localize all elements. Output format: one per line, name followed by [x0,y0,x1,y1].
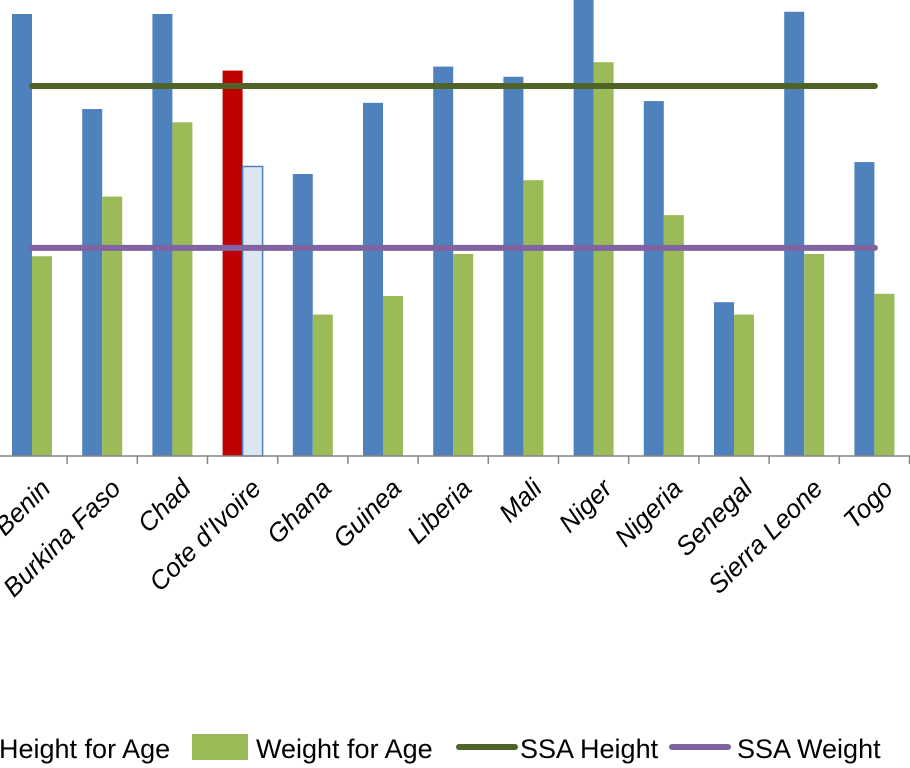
bar-height-for-age-cote-d-ivoire [222,70,243,457]
bar-weight-for-age-togo [874,293,895,456]
bar-height-for-age-liberia [433,66,454,457]
legend-label-ssa-weight: SSA Weight [737,734,881,764]
bar-weight-for-age-liberia [453,254,474,456]
legend-label-weight-for-age: Weight for Age [256,734,433,764]
bar-height-for-age-guinea [363,102,383,456]
bar-height-for-age-mali [503,76,524,456]
x-tick-label-mali: Mali [493,472,549,528]
legend-label-height-for-age: Height for Age [0,734,170,764]
bars-layer [12,0,895,457]
bar-weight-for-age-sierra-leone [804,254,825,456]
x-tick-label-ghana: Ghana [261,473,337,549]
bar-height-for-age-chad [152,14,173,456]
bar-weight-for-age-benin [32,256,52,456]
bar-weight-for-age-chad [172,122,193,456]
legend-label-ssa-height: SSA Height [520,734,659,764]
bar-weight-for-age-cote-d-ivoire [241,165,264,457]
bar-weight-for-age-mali [523,180,544,456]
legend: Height for Age Weight for Age SSA Height… [0,734,881,764]
x-tick-label-chad: Chad [131,472,197,538]
bar-height-for-age-ghana [292,174,313,456]
x-tick-label-togo: Togo [837,473,898,534]
legend-swatch-weight-for-age [192,734,248,760]
bar-weight-for-age-senegal [734,314,754,456]
bar-height-for-age-nigeria [643,101,664,456]
bar-weight-for-age-ghana [312,314,333,456]
x-ticks [66,456,910,464]
x-tick-label-niger: Niger [553,472,619,538]
bar-weight-for-age-niger [593,62,614,456]
reference-lines-layer [29,83,878,251]
bar-height-for-age-benin [12,14,32,456]
bar-weight-for-age-nigeria [663,215,684,456]
bar-height-for-age-togo [854,162,875,456]
x-tick-label-guinea: Guinea [327,473,407,553]
bar-height-for-age-sierra-leone [784,11,805,456]
bar-weight-for-age-burkina-faso [102,196,123,456]
bar-weight-for-age-guinea [383,295,403,456]
x-tick-label-liberia: Liberia [401,473,477,549]
bar-height-for-age-senegal [714,302,734,456]
bar-height-for-age-burkina-faso [82,109,103,456]
bar-height-for-age-niger [573,0,594,456]
